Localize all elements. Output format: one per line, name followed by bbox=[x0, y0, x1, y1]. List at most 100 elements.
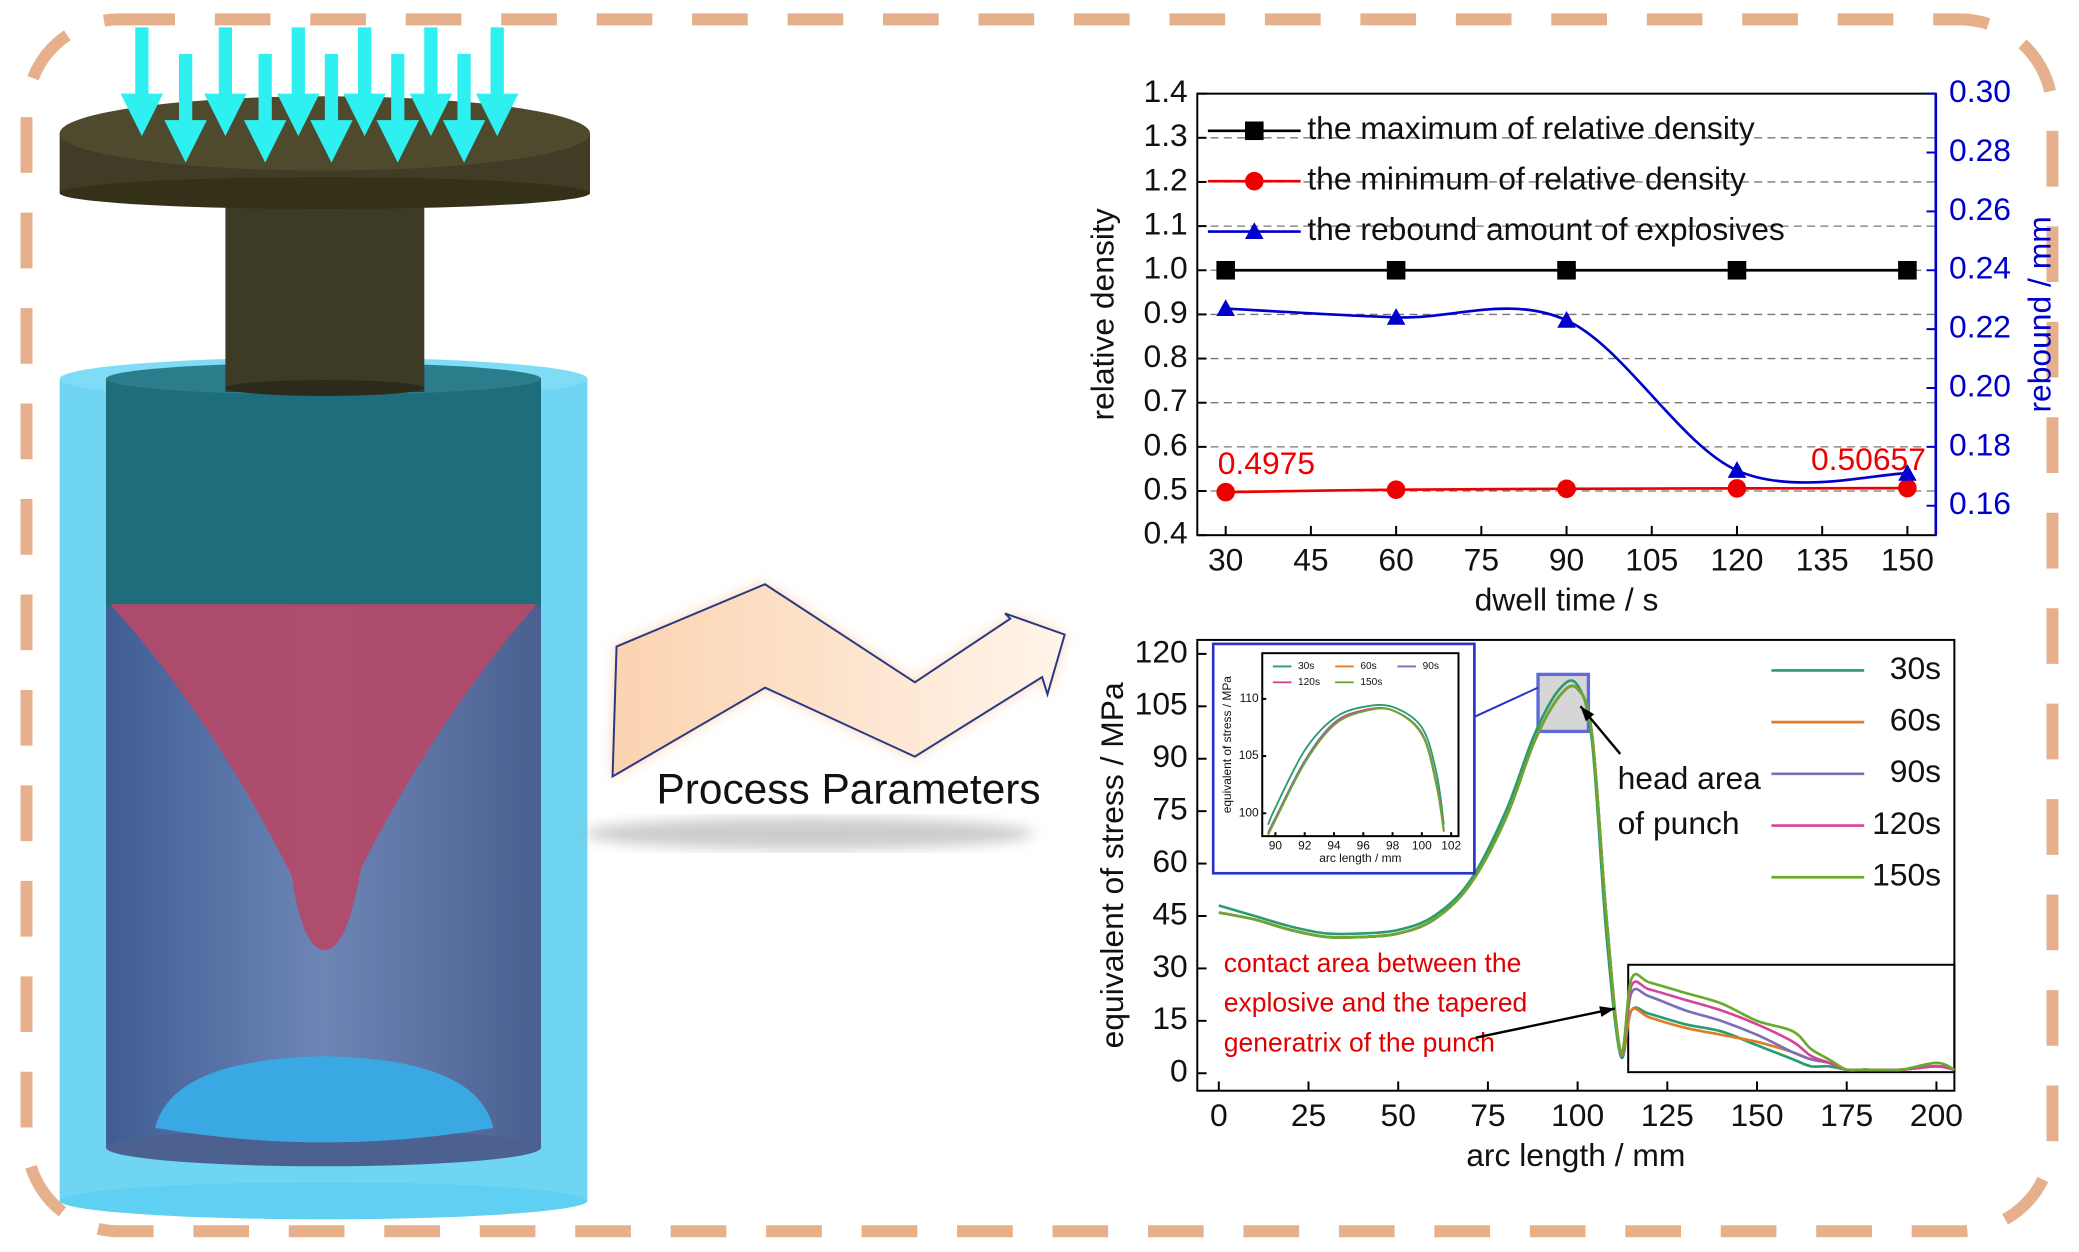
y-tick-label: 105 bbox=[1135, 686, 1188, 722]
x-tick-label: 100 bbox=[1551, 1097, 1604, 1133]
y-tick-label: 0.5 bbox=[1144, 470, 1188, 506]
legend-label: 30s bbox=[1890, 650, 1941, 686]
chart: 0.4 0.5 0.6 0.7 0.8 0.9 1.0 1.1 1.2 1.3 1.4 30 45 60 7… bbox=[1084, 73, 2057, 617]
x-tick-label: 45 bbox=[1293, 542, 1328, 578]
y2-tick-label: 0.18 bbox=[1949, 426, 2011, 462]
y-tick-label: 105 bbox=[1239, 748, 1259, 762]
y-tick-label: 1.0 bbox=[1144, 250, 1188, 286]
x-tick-label: 50 bbox=[1381, 1097, 1416, 1133]
marker bbox=[1216, 482, 1235, 502]
series-line bbox=[1267, 703, 1445, 826]
x-tick-label: 90 bbox=[1549, 542, 1584, 578]
legend-label: 90s bbox=[1423, 661, 1439, 672]
y-tick-label: 0.4 bbox=[1144, 515, 1188, 551]
y-tick-label: 90 bbox=[1152, 738, 1187, 774]
y-tick-label: 100 bbox=[1239, 805, 1259, 819]
y-tick-label: 120 bbox=[1135, 633, 1188, 669]
annotation: contact area between the bbox=[1224, 948, 1522, 978]
marker bbox=[1557, 479, 1576, 499]
marker bbox=[1898, 260, 1917, 280]
legend-label: 90s bbox=[1890, 753, 1941, 789]
marker bbox=[1727, 479, 1747, 498]
x-tick-label: 30 bbox=[1208, 542, 1243, 578]
y-tick-label: 15 bbox=[1152, 1000, 1187, 1036]
annotation: explosive and the tapered bbox=[1224, 988, 1528, 1018]
x-tick-label: 175 bbox=[1820, 1097, 1873, 1133]
marker bbox=[1898, 478, 1917, 498]
legend-label: 120s bbox=[1298, 677, 1320, 688]
legend-label: the maximum of relative density bbox=[1307, 110, 1754, 146]
annotation-arrowhead bbox=[1599, 1006, 1615, 1017]
x-axis-label: dwell time / s bbox=[1475, 581, 1659, 617]
chart: 100 105 110 90 92 94 96 98 100 102 arc length / mm… bbox=[1211, 642, 1476, 875]
y-tick-label: 1.3 bbox=[1144, 117, 1188, 153]
legend-label: the minimum of relative density bbox=[1307, 161, 1746, 197]
y-tick-label: 75 bbox=[1152, 791, 1187, 827]
y2-tick-label: 0.22 bbox=[1949, 309, 2011, 345]
annotation-arrowhead bbox=[1580, 706, 1595, 722]
x-tick-label: 25 bbox=[1291, 1097, 1326, 1133]
press-illustration bbox=[59, 27, 591, 1220]
x-axis-label: arc length / mm bbox=[1319, 851, 1401, 865]
y2-tick-label: 0.20 bbox=[1949, 367, 2011, 403]
x-tick-label: 98 bbox=[1386, 838, 1400, 852]
legend-marker bbox=[1245, 171, 1264, 191]
marker bbox=[1386, 308, 1406, 325]
marker bbox=[1216, 260, 1235, 280]
x-tick-label: 60 bbox=[1378, 542, 1413, 578]
legend-label: 150s bbox=[1360, 677, 1382, 688]
y-axis-label: equivalent of stress / MPa bbox=[1220, 676, 1234, 814]
marker bbox=[1727, 260, 1747, 280]
y-axis-label: equivalent of stress / MPa bbox=[1094, 682, 1130, 1048]
y2-tick-label: 0.24 bbox=[1949, 250, 2011, 286]
x-tick-label: 150 bbox=[1730, 1097, 1783, 1133]
marker bbox=[1898, 464, 1917, 481]
y-tick-label: 0.8 bbox=[1144, 338, 1188, 374]
x-tick-label: 200 bbox=[1910, 1097, 1963, 1133]
x-tick-label: 125 bbox=[1641, 1097, 1694, 1133]
x-tick-label: 94 bbox=[1327, 838, 1341, 852]
legend-marker bbox=[1245, 121, 1264, 141]
legend-label: the rebound amount of explosives bbox=[1307, 211, 1785, 247]
y2-tick-label: 0.16 bbox=[1949, 485, 2011, 521]
x-axis-label: arc length / mm bbox=[1466, 1137, 1685, 1173]
legend-label: 120s bbox=[1872, 805, 1941, 841]
y-tick-label: 60 bbox=[1152, 843, 1187, 879]
annotation: generatrix of the punch bbox=[1224, 1027, 1495, 1057]
x-tick-label: 90 bbox=[1269, 838, 1283, 852]
y2-tick-label: 0.30 bbox=[1949, 73, 2011, 109]
annotation-arrow bbox=[1475, 1007, 1616, 1039]
x-tick-label: 75 bbox=[1464, 542, 1499, 578]
x-tick-label: 105 bbox=[1625, 542, 1678, 578]
y-tick-label: 0 bbox=[1170, 1053, 1188, 1089]
y-tick-label: 110 bbox=[1240, 691, 1259, 705]
y-tick-label: 1.4 bbox=[1144, 73, 1188, 109]
marker bbox=[1557, 260, 1576, 280]
value-label: 0.4975 bbox=[1218, 445, 1315, 481]
legend-label: 150s bbox=[1872, 857, 1941, 893]
marker bbox=[1727, 461, 1747, 478]
y-tick-label: 1.2 bbox=[1144, 161, 1188, 197]
legend-label: 60s bbox=[1890, 702, 1941, 738]
y-tick-label: 0.9 bbox=[1144, 294, 1188, 330]
y-axis-label: relative density bbox=[1084, 208, 1120, 420]
legend-label: 60s bbox=[1360, 661, 1376, 672]
x-tick-label: 150 bbox=[1881, 542, 1934, 578]
zoom-region bbox=[1536, 672, 1591, 734]
dashed-frame bbox=[20, 13, 2059, 1238]
x-tick-label: 135 bbox=[1796, 542, 1849, 578]
zoom-connector bbox=[1473, 686, 1539, 718]
annotation: of punch bbox=[1618, 805, 1740, 841]
y2-tick-label: 0.28 bbox=[1949, 132, 2011, 168]
y-tick-label: 0.7 bbox=[1144, 382, 1188, 418]
x-tick-label: 75 bbox=[1470, 1097, 1505, 1133]
x-tick-label: 92 bbox=[1298, 838, 1312, 852]
x-tick-label: 100 bbox=[1412, 838, 1432, 852]
process-arrow: Process Parameters bbox=[583, 583, 1066, 850]
legend-marker bbox=[1245, 222, 1264, 239]
marker bbox=[1216, 299, 1235, 316]
annotation: head area bbox=[1618, 760, 1762, 796]
y-tick-label: 1.1 bbox=[1144, 206, 1188, 242]
